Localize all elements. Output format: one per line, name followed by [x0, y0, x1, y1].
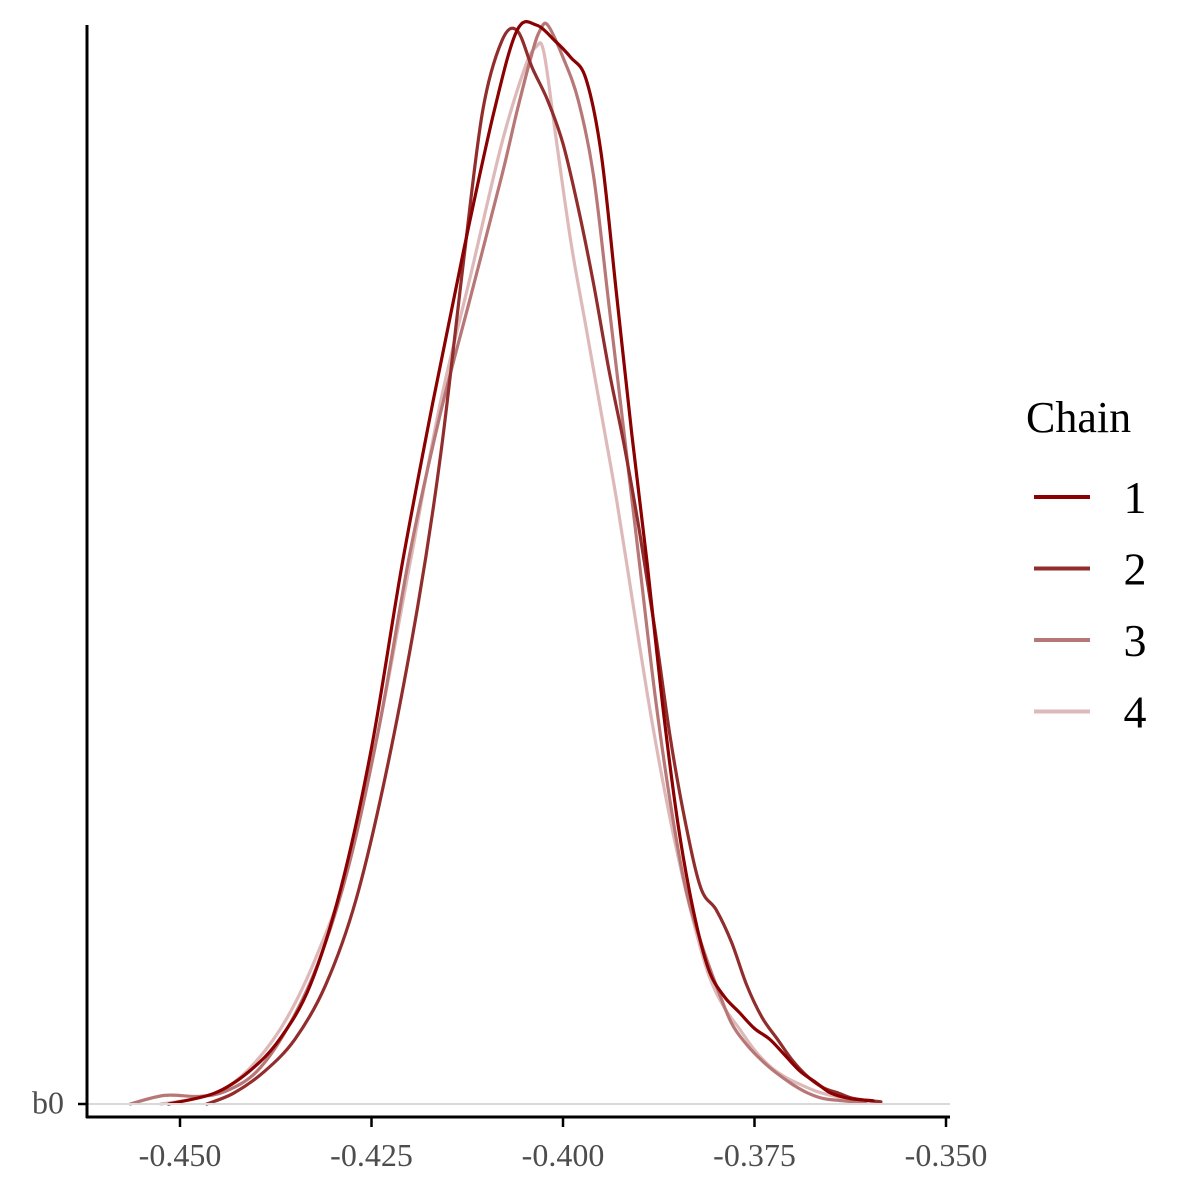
x-tick-label: -0.350 — [905, 1137, 988, 1173]
x-tick-label: -0.375 — [713, 1137, 796, 1173]
legend-label-chain-1: 1 — [1124, 472, 1147, 523]
y-tick-label-b0: b0 — [32, 1084, 64, 1120]
legend: Chain 1 2 3 4 — [1026, 393, 1147, 738]
density-line-chain-3 — [128, 21, 868, 1106]
x-tick-label: -0.450 — [139, 1137, 222, 1173]
density-line-chain-2 — [205, 26, 883, 1106]
density-line-chain-1 — [166, 20, 875, 1106]
legend-label-chain-4: 4 — [1124, 687, 1147, 738]
x-ticks: -0.450 -0.425 -0.400 -0.375 -0.350 — [139, 1117, 988, 1173]
legend-label-chain-2: 2 — [1124, 544, 1147, 595]
legend-label-chain-3: 3 — [1124, 615, 1147, 666]
x-tick-label: -0.425 — [330, 1137, 413, 1173]
legend-title: Chain — [1026, 393, 1131, 442]
density-curves — [128, 20, 883, 1106]
x-tick-label: -0.400 — [522, 1137, 605, 1173]
legend-entries: 1 2 3 4 — [1034, 472, 1147, 738]
density-line-chain-4 — [159, 41, 879, 1106]
